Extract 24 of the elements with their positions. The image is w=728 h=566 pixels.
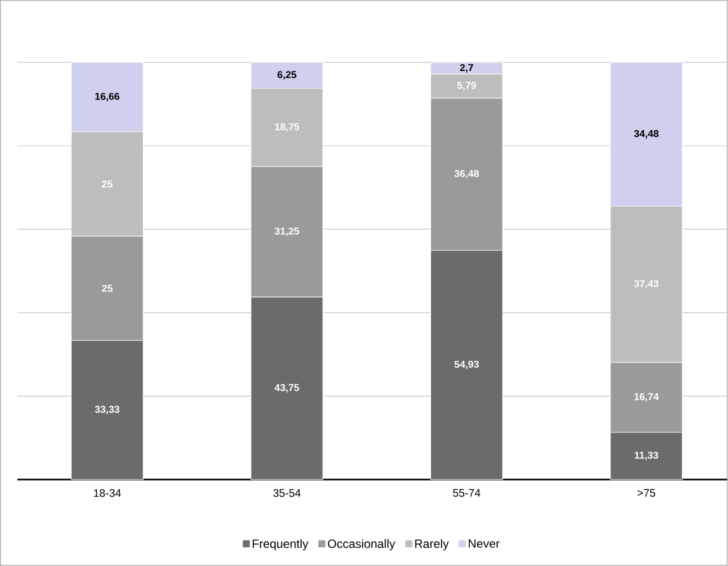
x-tick-label: 35-54 — [273, 489, 301, 497]
data-label: 16,74 — [634, 393, 659, 402]
legend-label: Never — [468, 539, 500, 548]
data-label: 33,33 — [94, 406, 120, 414]
data-label: 16,66 — [95, 92, 120, 102]
data-label: 25 — [102, 284, 112, 292]
data-label: 25 — [102, 180, 112, 188]
legend-label: Frequently — [252, 539, 308, 550]
x-tick-label: >75 — [638, 489, 656, 497]
x-tick-label: 55-74 — [453, 489, 480, 497]
data-label: 37,43 — [634, 280, 658, 289]
data-label: 43,75 — [274, 384, 300, 393]
data-label: 5,79 — [457, 82, 476, 90]
legend-label: Rarely — [415, 539, 449, 550]
x-tick-label: 18-34 — [94, 489, 121, 497]
data-label: 6,25 — [278, 71, 296, 80]
data-label: 36,48 — [454, 170, 479, 179]
data-label: 11,33 — [634, 452, 658, 460]
data-label: 54,93 — [454, 360, 479, 370]
data-label: 2,7 — [460, 64, 474, 73]
data-label: 31,25 — [274, 228, 300, 236]
data-label: 18,75 — [275, 123, 300, 132]
legend-label: Occasionally — [328, 539, 396, 550]
data-label: 34,48 — [634, 130, 659, 139]
